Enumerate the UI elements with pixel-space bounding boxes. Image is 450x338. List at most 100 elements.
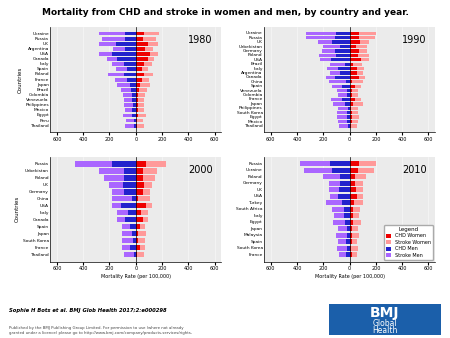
Bar: [347, 233, 350, 238]
Bar: [112, 196, 136, 201]
Bar: [136, 210, 148, 215]
Bar: [333, 102, 350, 105]
Bar: [136, 182, 144, 188]
Bar: [350, 71, 357, 75]
Bar: [333, 168, 350, 173]
Bar: [136, 73, 144, 76]
Bar: [344, 207, 350, 212]
Bar: [99, 42, 136, 46]
Bar: [75, 161, 136, 167]
Bar: [330, 63, 350, 66]
Bar: [350, 89, 352, 92]
Bar: [136, 114, 146, 117]
Bar: [350, 93, 352, 97]
Bar: [306, 32, 350, 35]
Bar: [122, 224, 136, 230]
X-axis label: Mortality Rate (per 100,000): Mortality Rate (per 100,000): [101, 274, 171, 279]
Bar: [112, 52, 136, 56]
Bar: [115, 78, 136, 81]
Bar: [338, 239, 350, 244]
Bar: [130, 245, 136, 250]
Bar: [136, 47, 153, 51]
Bar: [136, 224, 145, 230]
Bar: [350, 207, 360, 212]
Bar: [136, 78, 149, 81]
Bar: [136, 252, 137, 257]
Bar: [132, 114, 136, 117]
Bar: [346, 252, 350, 257]
Bar: [350, 116, 352, 119]
Bar: [125, 124, 136, 127]
Bar: [124, 62, 136, 66]
Bar: [327, 67, 350, 70]
Bar: [122, 231, 136, 236]
Bar: [347, 111, 350, 114]
Bar: [346, 120, 350, 123]
Bar: [346, 93, 350, 97]
Legend: CHD Women, Stroke Women, CHD Men, Stroke Men: CHD Women, Stroke Women, CHD Men, Stroke…: [384, 225, 432, 260]
Bar: [350, 49, 359, 53]
Bar: [136, 108, 144, 112]
Bar: [350, 80, 363, 83]
Bar: [134, 124, 136, 127]
Bar: [350, 106, 358, 110]
Text: 2010: 2010: [402, 165, 427, 175]
Bar: [350, 84, 355, 88]
Bar: [123, 93, 136, 97]
Bar: [136, 103, 138, 107]
Bar: [136, 42, 148, 46]
Bar: [136, 83, 140, 87]
Bar: [342, 84, 350, 88]
Bar: [136, 93, 145, 97]
Bar: [350, 174, 356, 179]
Bar: [350, 36, 359, 39]
Bar: [346, 116, 350, 119]
Bar: [136, 83, 150, 87]
Bar: [322, 49, 350, 53]
Text: 2000: 2000: [188, 165, 213, 175]
Y-axis label: Countries: Countries: [18, 67, 22, 93]
Bar: [323, 45, 350, 48]
Bar: [350, 124, 357, 127]
Text: Published by the BMJ Publishing Group Limited. For permission to use (where not : Published by the BMJ Publishing Group Li…: [9, 326, 192, 335]
Bar: [350, 63, 362, 66]
Bar: [335, 36, 350, 39]
Bar: [136, 124, 137, 127]
Bar: [338, 226, 350, 231]
Bar: [116, 42, 136, 46]
Bar: [136, 203, 152, 209]
Bar: [136, 245, 140, 250]
Bar: [333, 220, 350, 225]
Bar: [124, 252, 136, 257]
Bar: [135, 252, 136, 257]
Bar: [136, 68, 142, 71]
Bar: [136, 114, 139, 117]
Bar: [338, 106, 350, 110]
Bar: [340, 181, 350, 186]
Bar: [136, 119, 143, 122]
Bar: [350, 187, 356, 192]
Bar: [136, 78, 142, 81]
Bar: [136, 52, 158, 56]
Bar: [117, 210, 136, 215]
Bar: [350, 194, 357, 199]
Bar: [350, 233, 351, 238]
Bar: [338, 194, 350, 199]
Bar: [113, 47, 136, 51]
Bar: [136, 37, 156, 41]
Bar: [346, 89, 350, 92]
Bar: [116, 68, 136, 71]
Text: Health: Health: [372, 327, 397, 336]
Bar: [350, 181, 363, 186]
Bar: [350, 45, 356, 48]
Bar: [350, 168, 374, 173]
Bar: [348, 124, 350, 127]
Bar: [136, 182, 152, 188]
Bar: [350, 226, 351, 231]
Bar: [350, 45, 367, 48]
Bar: [136, 37, 143, 41]
Bar: [125, 108, 136, 112]
Bar: [117, 57, 136, 61]
Bar: [136, 161, 166, 167]
Bar: [122, 238, 136, 243]
